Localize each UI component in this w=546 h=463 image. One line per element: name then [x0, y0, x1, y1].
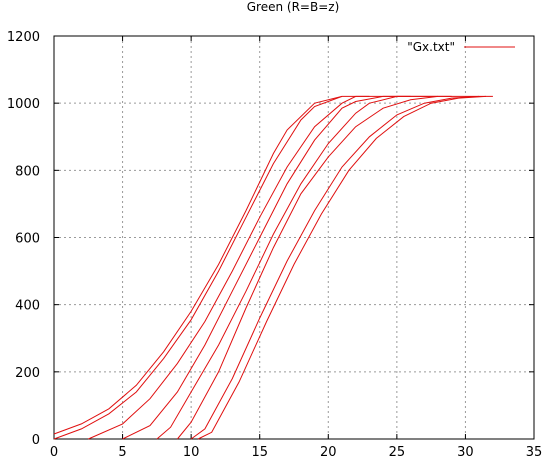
- series-lines: [53, 95, 493, 440]
- x-tick-label: 25: [389, 445, 406, 460]
- series-line-7: [190, 95, 480, 440]
- chart-title: Green (R=B=z): [247, 0, 340, 14]
- x-tick-label: 10: [183, 445, 200, 460]
- series-line-6: [177, 95, 493, 440]
- x-tick-label: 20: [320, 445, 337, 460]
- grid-lines: [54, 36, 534, 439]
- legend: "Gx.txt": [407, 40, 515, 54]
- y-tick-label: 0: [32, 433, 40, 448]
- y-tick-label: 1000: [7, 97, 40, 112]
- series-line-5: [156, 95, 452, 440]
- y-tick-label: 800: [15, 164, 40, 179]
- legend-label: "Gx.txt": [407, 40, 455, 54]
- series-line-8: [197, 95, 487, 440]
- y-tick-label: 200: [15, 366, 40, 381]
- y-tick-label: 1200: [7, 30, 40, 45]
- x-tick-label: 15: [251, 445, 268, 460]
- series-line-3: [88, 95, 411, 440]
- x-tick-label: 5: [118, 445, 126, 460]
- axis-ticks: 0 5 10 15 20 25 30 35 0 200 400 600 800 1000 1200: [7, 30, 542, 460]
- y-tick-label: 600: [15, 232, 40, 247]
- x-tick-label: 30: [457, 445, 474, 460]
- series-line-4: [122, 95, 438, 440]
- series-line-2: [53, 95, 370, 440]
- x-tick-label: 35: [526, 445, 543, 460]
- x-tick-label: 0: [50, 445, 58, 460]
- y-tick-label: 400: [15, 299, 40, 314]
- series-line-1: [53, 95, 343, 435]
